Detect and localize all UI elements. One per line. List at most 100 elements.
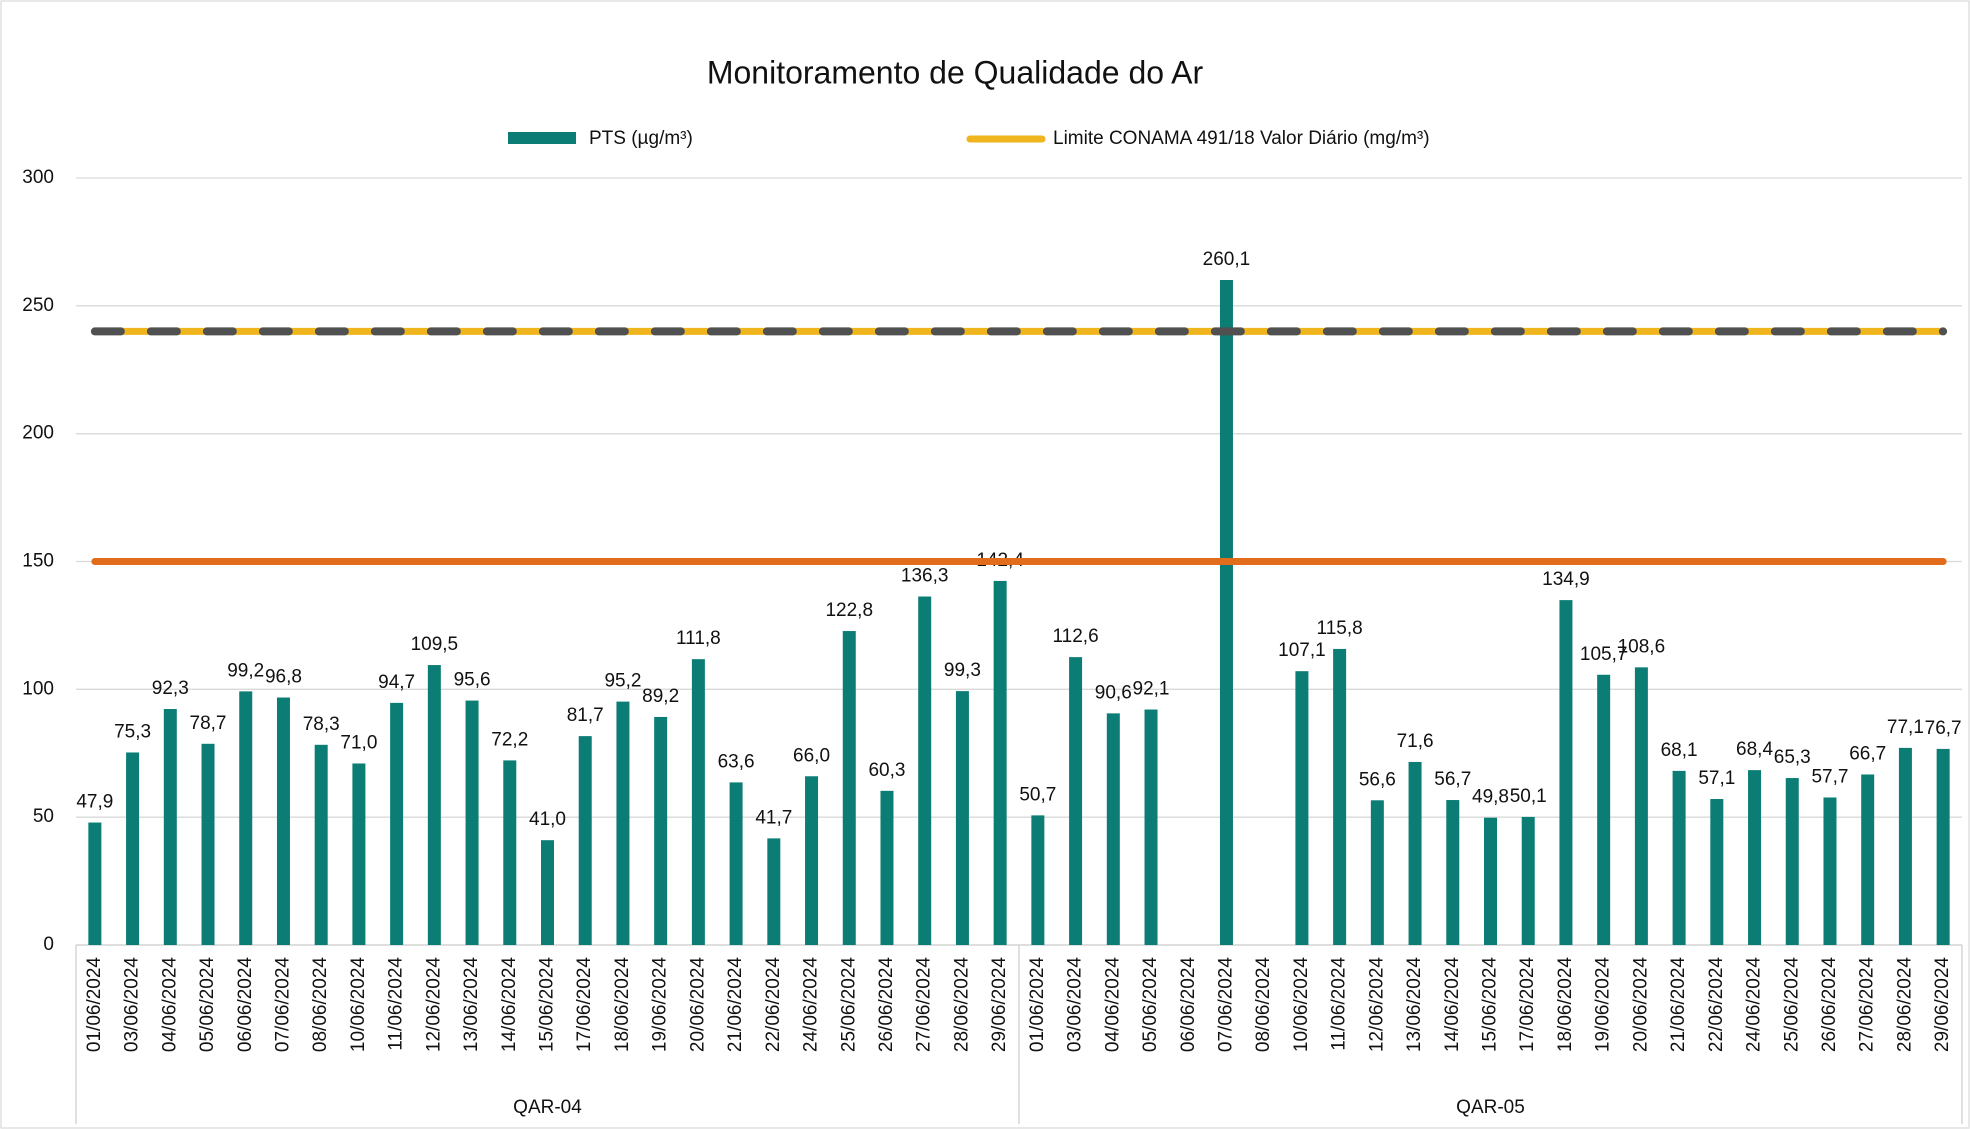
x-tick-label: 17/06/2024 xyxy=(574,957,595,1053)
x-tick-label: 13/06/2024 xyxy=(461,957,482,1053)
x-tick-label: 19/06/2024 xyxy=(1593,957,1614,1053)
data-label: 94,7 xyxy=(378,672,415,693)
bar xyxy=(239,691,253,945)
x-tick-label: 08/06/2024 xyxy=(1253,957,1274,1053)
bar xyxy=(1144,709,1158,945)
data-label: 92,1 xyxy=(1133,679,1170,700)
bar xyxy=(1521,816,1535,945)
bar xyxy=(1898,747,1912,945)
x-tick-label: 22/06/2024 xyxy=(763,957,784,1053)
x-tick-label: 21/06/2024 xyxy=(725,957,746,1053)
bar xyxy=(276,697,290,945)
bar xyxy=(314,744,328,945)
x-tick-label: 20/06/2024 xyxy=(1630,957,1651,1053)
x-tick-label: 19/06/2024 xyxy=(650,957,671,1053)
y-tick-label: 0 xyxy=(43,934,54,955)
data-label: 66,0 xyxy=(793,745,830,766)
x-tick-label: 06/06/2024 xyxy=(235,957,256,1053)
bar xyxy=(1031,815,1045,945)
data-label: 136,3 xyxy=(901,566,949,587)
data-label: 72,2 xyxy=(491,729,528,750)
bar xyxy=(955,691,969,945)
data-label: 71,0 xyxy=(340,732,377,753)
data-label: 107,1 xyxy=(1278,640,1326,661)
x-tick-label: 28/06/2024 xyxy=(951,957,972,1053)
data-label: 105,7 xyxy=(1580,644,1628,665)
data-label: 78,3 xyxy=(303,714,340,735)
data-label: 99,2 xyxy=(227,660,264,681)
bar xyxy=(503,760,517,945)
data-label: 112,6 xyxy=(1053,626,1099,647)
x-tick-label: 05/06/2024 xyxy=(1140,957,1161,1053)
x-tick-label: 20/06/2024 xyxy=(687,957,708,1053)
bar xyxy=(578,736,592,945)
bar xyxy=(201,743,215,945)
data-label: 76,7 xyxy=(1925,718,1962,739)
data-label: 96,8 xyxy=(265,667,302,688)
bar xyxy=(1408,761,1422,945)
bar xyxy=(1370,800,1384,945)
data-label: 41,0 xyxy=(529,809,566,830)
x-tick-label: 27/06/2024 xyxy=(1857,957,1878,1053)
bar xyxy=(842,631,856,945)
bar xyxy=(352,763,366,945)
data-label: 66,7 xyxy=(1849,743,1886,764)
data-label: 92,3 xyxy=(152,678,189,699)
x-tick-label: 24/06/2024 xyxy=(801,957,822,1053)
bar xyxy=(390,702,404,945)
data-label: 99,3 xyxy=(944,660,981,681)
bar xyxy=(767,838,781,945)
data-label: 78,7 xyxy=(190,713,227,734)
data-label: 65,3 xyxy=(1774,747,1811,768)
data-label: 90,6 xyxy=(1095,682,1132,703)
x-tick-label: 18/06/2024 xyxy=(612,957,633,1053)
x-tick-label: 21/06/2024 xyxy=(1668,957,1689,1053)
x-tick-label: 07/06/2024 xyxy=(1215,957,1236,1053)
bar xyxy=(88,822,102,945)
bar xyxy=(1597,674,1611,945)
x-tick-label: 03/06/2024 xyxy=(1065,957,1086,1053)
x-tick-label: 01/06/2024 xyxy=(1027,957,1048,1053)
x-tick-label: 17/06/2024 xyxy=(1517,957,1538,1053)
bar xyxy=(1559,600,1573,945)
x-tick-label: 10/06/2024 xyxy=(348,957,369,1053)
x-tick-label: 28/06/2024 xyxy=(1894,957,1915,1053)
x-tick-label: 04/06/2024 xyxy=(1102,957,1123,1053)
x-tick-label: 07/06/2024 xyxy=(272,957,293,1053)
bar xyxy=(1219,280,1233,945)
data-label: 95,6 xyxy=(454,670,491,691)
x-tick-label: 14/06/2024 xyxy=(1442,957,1463,1053)
y-tick-label: 50 xyxy=(33,806,54,827)
bar xyxy=(1484,817,1497,945)
y-tick-label: 100 xyxy=(22,678,54,699)
x-tick-label: 12/06/2024 xyxy=(423,957,444,1053)
x-tick-label: 01/06/2024 xyxy=(84,957,105,1053)
bar xyxy=(1672,770,1686,945)
bar xyxy=(427,665,441,945)
data-label: 57,1 xyxy=(1698,768,1735,789)
data-label: 49,8 xyxy=(1472,787,1509,808)
x-tick-label: 05/06/2024 xyxy=(197,957,218,1053)
data-label: 56,7 xyxy=(1434,769,1471,790)
x-tick-label: 15/06/2024 xyxy=(1480,957,1501,1053)
data-label: 60,3 xyxy=(868,760,905,781)
x-tick-label: 08/06/2024 xyxy=(310,957,331,1053)
data-label: 71,6 xyxy=(1397,731,1434,752)
bar xyxy=(1823,797,1837,945)
y-tick-label: 200 xyxy=(22,423,54,444)
bar xyxy=(1446,800,1460,945)
data-label: 89,2 xyxy=(642,686,679,707)
data-label: 111,8 xyxy=(676,628,721,649)
data-label: 41,7 xyxy=(755,807,792,828)
x-tick-label: 14/06/2024 xyxy=(499,957,520,1053)
bar xyxy=(126,752,140,945)
legend-swatch xyxy=(508,132,576,144)
data-label: 115,8 xyxy=(1317,618,1363,639)
y-tick-label: 250 xyxy=(22,295,54,316)
legend-label: PTS (µg/m³) xyxy=(589,128,693,149)
data-label: 68,4 xyxy=(1736,739,1773,760)
data-label: 47,9 xyxy=(76,792,113,813)
data-label: 77,1 xyxy=(1887,717,1924,738)
x-tick-label: 10/06/2024 xyxy=(1291,957,1312,1053)
